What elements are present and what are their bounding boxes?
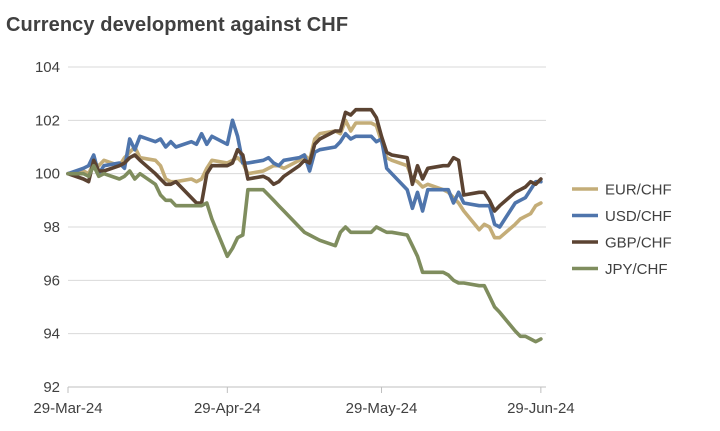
y-tick-label: 96: [43, 272, 60, 289]
series-lines: [66, 107, 543, 344]
x-tick-label: 29-Jun-24: [507, 400, 575, 417]
legend: EUR/CHF USD/CHF GBP/CHF JPY/CHF: [572, 182, 672, 278]
y-tick-label: 102: [35, 112, 60, 129]
y-tick-label: 98: [43, 219, 60, 236]
x-tick-label: 29-Mar-24: [33, 400, 102, 417]
series-line-gbp-chf: [66, 107, 543, 213]
series-line-usd-chf: [66, 118, 543, 229]
legend-label-usd-chf: USD/CHF: [605, 208, 672, 225]
x-tick-label: 29-Apr-24: [194, 400, 261, 417]
y-tick-label: 104: [35, 59, 60, 76]
legend-label-jpy-chf: JPY/CHF: [605, 261, 668, 278]
series-line-jpy-chf: [66, 163, 543, 344]
y-tick-label: 92: [43, 379, 60, 396]
x-tick-label: 29-May-24: [346, 400, 418, 417]
y-tick-label: 94: [43, 326, 60, 343]
axes: 92 94 96 98 100 102 104 29-Mar-24 29-Apr-24 29-Ma…: [33, 59, 574, 417]
gridlines: [68, 66, 546, 335]
legend-label-gbp-chf: GBP/CHF: [605, 235, 672, 252]
y-tick-label: 100: [35, 166, 60, 183]
chart-title: Currency development against CHF: [6, 14, 349, 36]
legend-label-eur-chf: EUR/CHF: [605, 182, 672, 199]
